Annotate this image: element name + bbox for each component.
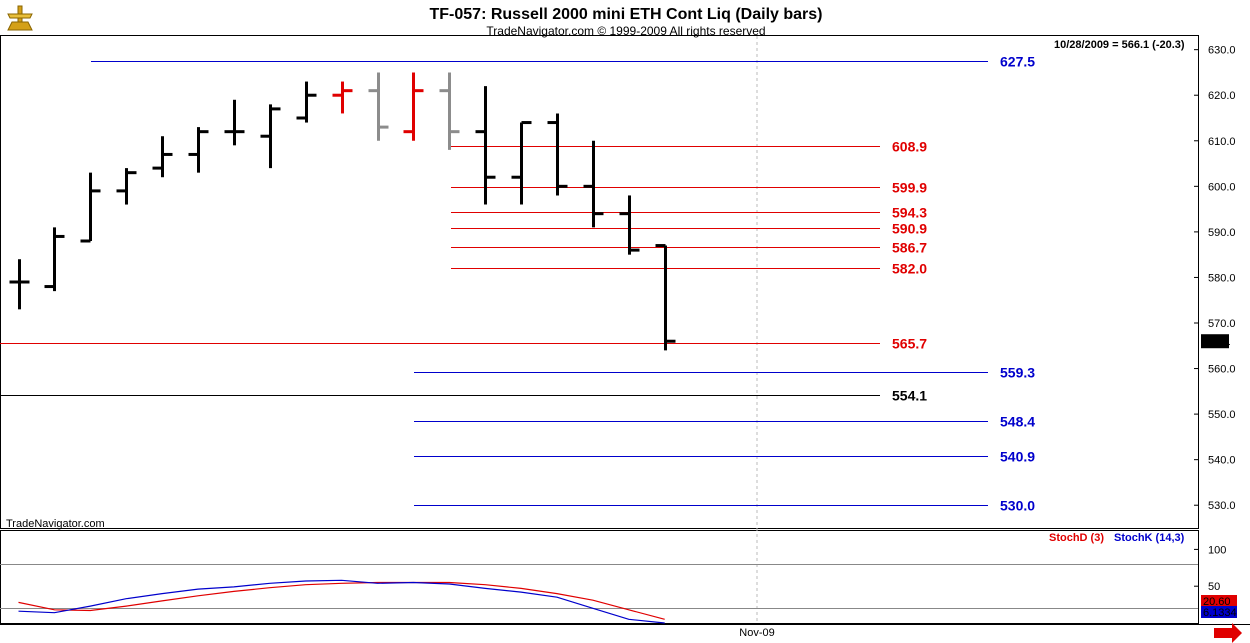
price-tick-label: 570.0 [1208,318,1236,330]
level-label: 627.5 [1000,54,1035,70]
ohlc-bar [188,127,209,173]
level-label: 594.3 [892,205,927,221]
ohlc-bar [116,168,137,205]
ohlc-bar [655,244,676,351]
ohlc-bar [619,195,640,255]
stoch-grid [0,564,1198,609]
price-tick-label: 550.0 [1208,409,1236,421]
level-label: 530.0 [1000,498,1035,514]
ohlc-bar [511,121,532,205]
ohlc-bar [332,81,353,114]
level-label: 554.1 [892,388,927,404]
stoch-legend: StochD (3) StochK (14,3) [1049,532,1185,544]
stochd-value-label: 20.60 [1203,596,1231,608]
ohlc-bar [152,136,173,178]
price-tick-label: 580.0 [1208,272,1236,284]
chart-title: TF-057: Russell 2000 mini ETH Cont Liq (… [430,6,823,23]
ohlc-bar [403,72,424,141]
price-y-axis: 630.0 620.0 610.0 600.0 590.0 580.0 570.0 560.0… [1194,45,1236,512]
level-label: 559.3 [1000,365,1035,381]
price-tick-label: 620.0 [1208,90,1236,102]
ohlc-bar [9,259,30,310]
level-label: 540.9 [1000,449,1035,465]
ohlc-bar [80,172,101,243]
legend-stochd: StochD (3) [1049,532,1104,544]
stochk-value-box [1201,606,1237,618]
stoch-panel-frame [0,530,1199,624]
level-label: 599.9 [892,180,927,196]
trade-navigator-logo-icon [7,5,33,31]
ohlc-bar [475,86,496,205]
price-tick-label: 590.0 [1208,227,1236,239]
current-price-box [1201,334,1229,349]
date-axis-label: Nov-09 [739,627,774,639]
price-panel-frame [0,35,1199,529]
ohlc-bar [547,113,568,196]
price-tick-label: 610.0 [1208,136,1236,148]
ohlc-bar [368,72,389,141]
level-label: 608.9 [892,139,927,155]
price-tick-label: 540.0 [1208,455,1236,467]
stoch-lines: 20.606.1334 [18,579,1237,624]
legend-stochk: StochK (14,3) [1114,532,1185,544]
stoch-y-axis: 100 50 [1194,544,1226,593]
price-tick-label: 560.0 [1208,364,1236,376]
level-label: 586.7 [892,240,927,256]
current-price-marker: 566.1 [1201,334,1231,349]
price-tick-label: 530.0 [1208,500,1236,512]
current-price-label: 566.1 [1203,336,1231,348]
price-tick-label: 600.0 [1208,181,1236,193]
last-price-info: 10/28/2009 = 566.1 (-20.3) [1054,39,1185,51]
ohlc-bars [9,72,676,351]
ohlc-bar [296,81,317,123]
stoch-tick-label: 50 [1208,581,1220,593]
ohlc-bar [439,72,460,150]
stochd-value-box [1201,595,1237,607]
level-label: 565.7 [892,336,927,352]
stoch-tick-label: 100 [1208,544,1226,556]
stoch-series-line [18,579,665,624]
level-label: 582.0 [892,261,927,277]
ohlc-bar [224,99,245,146]
scroll-right-arrow-icon[interactable] [1214,623,1242,643]
ohlc-bar [44,227,65,292]
stoch-series-line [18,581,665,620]
chart-subtitle: TradeNavigator.com © 1999-2009 All right… [486,24,765,38]
watermark-text: TradeNavigator.com [6,518,105,530]
ohlc-bar [583,140,604,228]
ohlc-bar [260,104,281,169]
price-tick-label: 630.0 [1208,45,1236,57]
stochk-value-label: 6.1334 [1203,607,1237,619]
level-label: 590.9 [892,221,927,237]
level-label: 548.4 [1000,414,1035,430]
